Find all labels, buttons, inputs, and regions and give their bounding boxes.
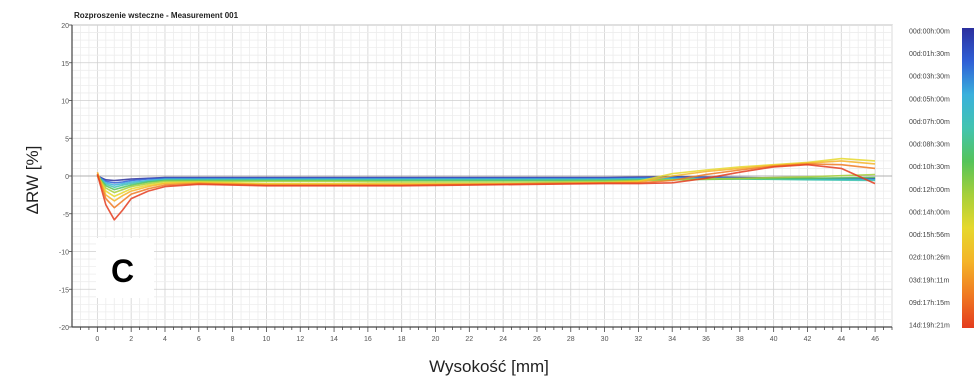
x-tick-label: 22: [465, 336, 473, 343]
x-tick-label: 2: [129, 336, 133, 343]
legend-label: 00d:07h:00m: [909, 119, 950, 126]
y-ticks: 20 15 10 5 0 -5 -10 -15 -20: [59, 23, 72, 332]
y-axis-label: ΔRW [%]: [23, 146, 42, 215]
legend-label: 14d:19h:21m: [909, 323, 950, 330]
series-group: [96, 157, 876, 221]
y-tick-label: 10: [61, 99, 69, 106]
x-axis-label: Wysokość [mm]: [429, 357, 549, 376]
x-tick-label: 12: [296, 336, 304, 343]
legend-label: 00d:15h:56m: [909, 232, 950, 239]
legend-color-bar: [962, 28, 974, 328]
x-tick-label: 34: [668, 336, 676, 343]
y-tick-label: 5: [65, 136, 69, 143]
x-tick-label: 18: [398, 336, 406, 343]
y-tick-label: 20: [61, 23, 69, 30]
x-tick-label: 46: [871, 336, 879, 343]
y-tick-label: -5: [63, 212, 69, 219]
x-tick-label: 28: [567, 336, 575, 343]
x-tick-label: 20: [432, 336, 440, 343]
chart-title: Rozproszenie wsteczne - Measurement 001: [74, 11, 239, 20]
legend-label: 00d:01h:30m: [909, 51, 950, 58]
x-tick-label: 8: [231, 336, 235, 343]
x-tick-label: 10: [263, 336, 271, 343]
x-tick-label: 30: [601, 336, 609, 343]
y-tick-label: 15: [61, 61, 69, 68]
x-tick-label: 16: [364, 336, 372, 343]
legend-label: 00d:10h:30m: [909, 164, 950, 171]
x-tick-label: 36: [702, 336, 710, 343]
x-tick-label: 0: [95, 336, 99, 343]
x-tick-label: 6: [197, 336, 201, 343]
x-tick-label: 40: [770, 336, 778, 343]
legend-label: 09d:17h:15m: [909, 300, 950, 307]
y-tick-label: -15: [59, 287, 69, 294]
y-tick-label: 0: [65, 174, 69, 181]
panel-label: C: [111, 253, 134, 289]
panel-label-box: C: [96, 238, 154, 298]
legend: 00d:00h:00m 00d:01h:30m 00d:03h:30m 00d:05h…: [909, 28, 974, 330]
x-tick-label: 14: [330, 336, 338, 343]
x-tick-label: 32: [634, 336, 642, 343]
x-ticks: 0 2 4 6 8 10 12 14 16 18 20 22 24 26 28 30 32 34 36 38 40 42 4…: [95, 336, 879, 343]
legend-label: 00d:03h:30m: [909, 74, 950, 81]
legend-label: 00d:05h:00m: [909, 96, 950, 103]
legend-label: 00d:08h:30m: [909, 142, 950, 149]
legend-label: 00d:14h:00m: [909, 209, 950, 216]
x-tick-label: 26: [533, 336, 541, 343]
legend-label: 00d:12h:00m: [909, 187, 950, 194]
x-tick-label: 42: [804, 336, 812, 343]
x-tick-label: 4: [163, 336, 167, 343]
x-tick-label: 44: [837, 336, 845, 343]
series-line: [96, 163, 876, 221]
legend-label: 03d:19h:11m: [909, 277, 950, 284]
x-tick-label: 38: [736, 336, 744, 343]
legend-label: 02d:10h:26m: [909, 255, 950, 262]
y-tick-label: -10: [59, 250, 69, 257]
x-tick-label: 24: [499, 336, 507, 343]
legend-label: 00d:00h:00m: [909, 29, 950, 36]
y-tick-label: -20: [59, 325, 69, 332]
